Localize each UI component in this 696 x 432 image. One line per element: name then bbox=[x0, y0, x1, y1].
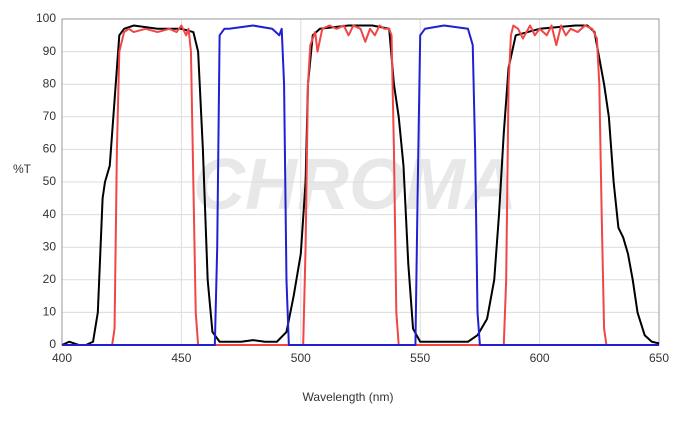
x-axis-label: Wavelength (nm) bbox=[303, 390, 394, 404]
x-tick-label: 550 bbox=[410, 351, 430, 365]
x-tick-label: 400 bbox=[52, 351, 72, 365]
y-tick-label: 80 bbox=[43, 76, 57, 90]
y-tick-label: 60 bbox=[43, 142, 57, 156]
y-tick-label: 100 bbox=[36, 11, 56, 25]
y-axis-label: %T bbox=[13, 162, 32, 176]
y-tick-label: 30 bbox=[43, 239, 57, 253]
y-tick-label: 10 bbox=[43, 305, 57, 319]
y-tick-label: 50 bbox=[43, 174, 57, 188]
x-tick-label: 500 bbox=[291, 351, 311, 365]
y-tick-label: 40 bbox=[43, 207, 57, 221]
y-tick-label: 0 bbox=[49, 337, 56, 351]
series-line bbox=[61, 24, 660, 346]
y-tick-label: 70 bbox=[43, 109, 57, 123]
y-tick-label: 20 bbox=[43, 272, 57, 286]
series-line bbox=[62, 24, 659, 346]
x-tick-label: 650 bbox=[649, 351, 669, 365]
x-tick-label: 450 bbox=[171, 351, 191, 365]
series-line bbox=[62, 24, 659, 346]
y-tick-label: 90 bbox=[43, 44, 57, 58]
x-tick-label: 600 bbox=[530, 351, 550, 365]
watermark: CHROMA bbox=[193, 145, 517, 225]
